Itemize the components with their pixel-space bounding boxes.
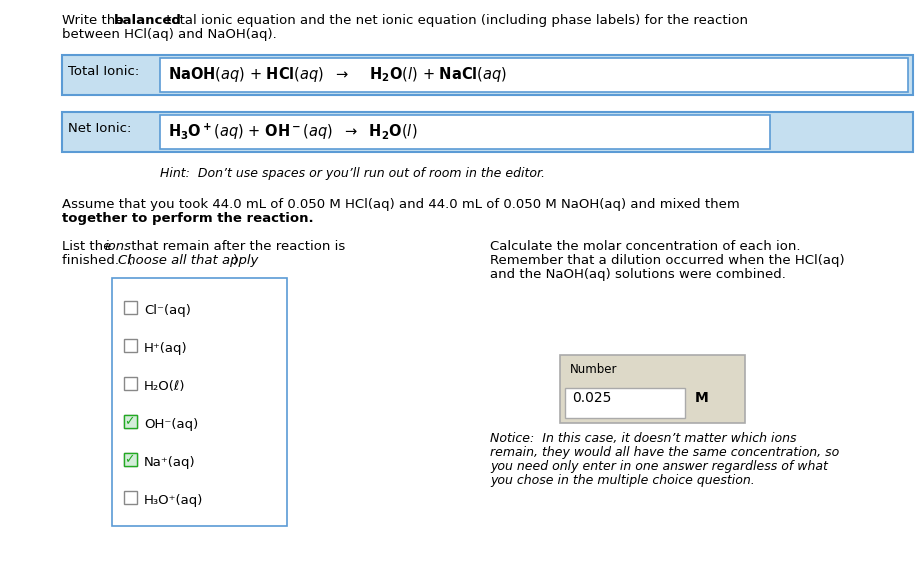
- Text: Net Ionic:: Net Ionic:: [68, 122, 132, 135]
- Text: total ionic equation and the net ionic equation (including phase labels) for the: total ionic equation and the net ionic e…: [162, 14, 748, 27]
- Text: Total Ionic:: Total Ionic:: [68, 65, 139, 78]
- Bar: [560, 355, 745, 423]
- Bar: [160, 115, 770, 149]
- Text: H₃O⁺(aq): H₃O⁺(aq): [144, 494, 204, 507]
- Text: M: M: [695, 391, 709, 405]
- Text: Choose all that apply: Choose all that apply: [118, 254, 259, 267]
- Text: you chose in the multiple choice question.: you chose in the multiple choice questio…: [490, 474, 754, 487]
- Text: H⁺(aq): H⁺(aq): [144, 342, 188, 355]
- Text: remain, they would all have the same concentration, so: remain, they would all have the same con…: [490, 446, 839, 459]
- Text: Write the: Write the: [62, 14, 128, 27]
- Text: List the: List the: [62, 240, 116, 253]
- Text: that remain after the reaction is: that remain after the reaction is: [127, 240, 345, 253]
- Text: Assume that you took 44.0 mL of 0.050 M HCl(aq) and 44.0 mL of 0.050 M NaOH(aq) : Assume that you took 44.0 mL of 0.050 M …: [62, 198, 740, 211]
- Text: together to perform the reaction.: together to perform the reaction.: [62, 212, 314, 225]
- Text: Notice:  In this case, it doesn’t matter which ions: Notice: In this case, it doesn’t matter …: [490, 432, 797, 445]
- Bar: [112, 278, 287, 526]
- Bar: [62, 112, 913, 152]
- Text: ions: ions: [105, 240, 132, 253]
- Bar: [124, 453, 137, 466]
- Text: ✓: ✓: [124, 415, 135, 428]
- Text: Calculate the molar concentration of each ion.: Calculate the molar concentration of eac…: [490, 240, 800, 253]
- Text: Cl⁻(aq): Cl⁻(aq): [144, 304, 191, 317]
- Text: $\mathbf{H_3O^+}$$(aq)$ $+$ $\mathbf{OH^-}$$(aq)$  $\rightarrow$  $\mathbf{H_2O}: $\mathbf{H_3O^+}$$(aq)$ $+$ $\mathbf{OH^…: [168, 122, 417, 142]
- Bar: [124, 339, 137, 352]
- Bar: [124, 415, 137, 428]
- Text: Remember that a dilution occurred when the HCl(aq): Remember that a dilution occurred when t…: [490, 254, 845, 267]
- Text: ✓: ✓: [124, 453, 135, 466]
- Text: 0.025: 0.025: [572, 391, 612, 405]
- Bar: [124, 453, 137, 466]
- Text: balanced: balanced: [114, 14, 181, 27]
- Bar: [62, 55, 913, 95]
- Bar: [124, 415, 137, 428]
- Bar: [565, 388, 685, 418]
- Text: you need only enter in one answer regardless of what: you need only enter in one answer regard…: [490, 460, 828, 473]
- Text: H₂O(ℓ): H₂O(ℓ): [144, 380, 185, 393]
- Bar: [160, 58, 908, 92]
- Bar: [124, 377, 137, 390]
- Text: between HCl(aq) and NaOH(aq).: between HCl(aq) and NaOH(aq).: [62, 28, 276, 41]
- Text: OH⁻(aq): OH⁻(aq): [144, 418, 198, 431]
- Text: Na⁺(aq): Na⁺(aq): [144, 456, 195, 469]
- Text: Number: Number: [570, 363, 617, 376]
- Text: $\mathbf{NaOH}$$(aq)$ $+$ $\mathbf{HCl}$$(aq)$  $\rightarrow$    $\mathbf{H_2O}$: $\mathbf{NaOH}$$(aq)$ $+$ $\mathbf{HCl}$…: [168, 65, 507, 84]
- Text: ): ): [233, 254, 239, 267]
- Bar: [124, 301, 137, 314]
- Bar: [124, 491, 137, 504]
- Text: Hint:  Don’t use spaces or you’ll run out of room in the editor.: Hint: Don’t use spaces or you’ll run out…: [160, 167, 545, 180]
- Text: and the NaOH(aq) solutions were combined.: and the NaOH(aq) solutions were combined…: [490, 268, 786, 281]
- Text: finished.  (: finished. (: [62, 254, 133, 267]
